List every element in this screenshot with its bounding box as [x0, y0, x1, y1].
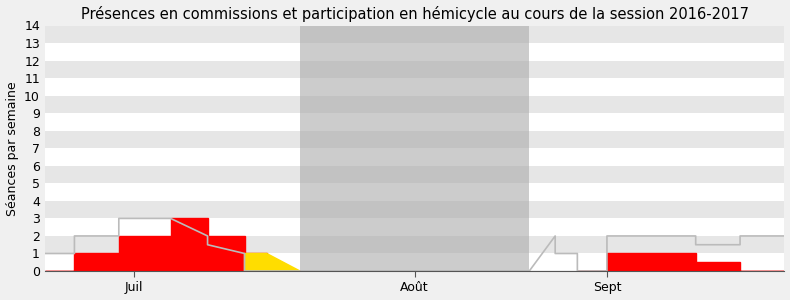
Y-axis label: Séances par semaine: Séances par semaine — [6, 81, 18, 216]
Polygon shape — [45, 218, 300, 271]
Bar — [45, 236, 784, 254]
Bar — [45, 218, 784, 236]
Bar — [45, 254, 784, 271]
Title: Présences en commissions et participation en hémicycle au cours de la session 20: Présences en commissions et participatio… — [81, 6, 749, 22]
Bar — [45, 78, 784, 96]
Polygon shape — [577, 254, 784, 271]
Polygon shape — [245, 254, 300, 271]
Bar — [45, 131, 784, 148]
Bar — [45, 43, 784, 61]
Bar — [45, 201, 784, 218]
Bar — [45, 183, 784, 201]
Bar — [45, 148, 784, 166]
Bar — [300, 26, 529, 271]
Bar — [45, 166, 784, 183]
Bar — [45, 26, 784, 43]
Bar — [45, 113, 784, 131]
Bar — [45, 96, 784, 113]
Bar — [45, 61, 784, 78]
